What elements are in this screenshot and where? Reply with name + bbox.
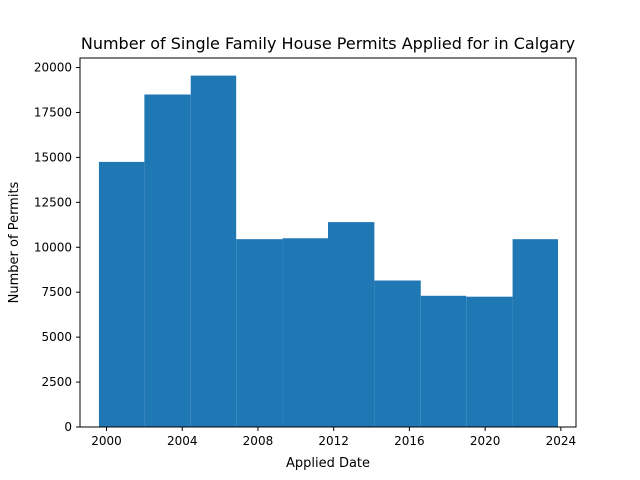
x-tick-label: 2008 (243, 434, 274, 448)
x-tick-label: 2020 (470, 434, 501, 448)
y-tick-label: 5000 (41, 330, 72, 344)
x-tick-label: 2024 (546, 434, 577, 448)
y-axis-label: Number of Permits (7, 181, 22, 303)
histogram-bar (328, 222, 375, 427)
y-tick-label: 2500 (41, 375, 72, 389)
chart-title: Number of Single Family House Permits Ap… (81, 34, 575, 53)
y-tick-label: 17500 (34, 105, 72, 119)
x-axis-label: Applied Date (286, 456, 370, 471)
y-axis: 0 2500 5000 7500 10000 12500 15000 17500 20000 (34, 61, 80, 434)
x-tick-label: 2004 (167, 434, 198, 448)
x-tick-label: 2012 (318, 434, 349, 448)
bars-group (98, 75, 559, 427)
histogram-bar (374, 280, 421, 427)
y-tick-label: 7500 (41, 285, 72, 299)
histogram-bar (282, 238, 328, 427)
histogram-bar (420, 295, 467, 427)
histogram-bar (466, 296, 513, 427)
plot-frame (79, 57, 577, 428)
y-tick-label: 15000 (34, 150, 72, 164)
x-tick-label: 2016 (394, 434, 425, 448)
histogram-bar (190, 75, 237, 427)
y-tick-label: 20000 (34, 61, 72, 75)
histogram-bar (98, 161, 145, 427)
x-axis: 2000 2004 2008 2012 2016 2020 2024 (91, 427, 576, 448)
y-tick-label: 10000 (34, 240, 72, 254)
y-tick-label: 0 (64, 420, 72, 434)
y-tick-label: 12500 (34, 195, 72, 209)
histogram-bar (236, 239, 283, 427)
histogram-bar (512, 239, 559, 427)
x-tick-label: 2000 (91, 434, 122, 448)
histogram-bar (144, 94, 191, 427)
